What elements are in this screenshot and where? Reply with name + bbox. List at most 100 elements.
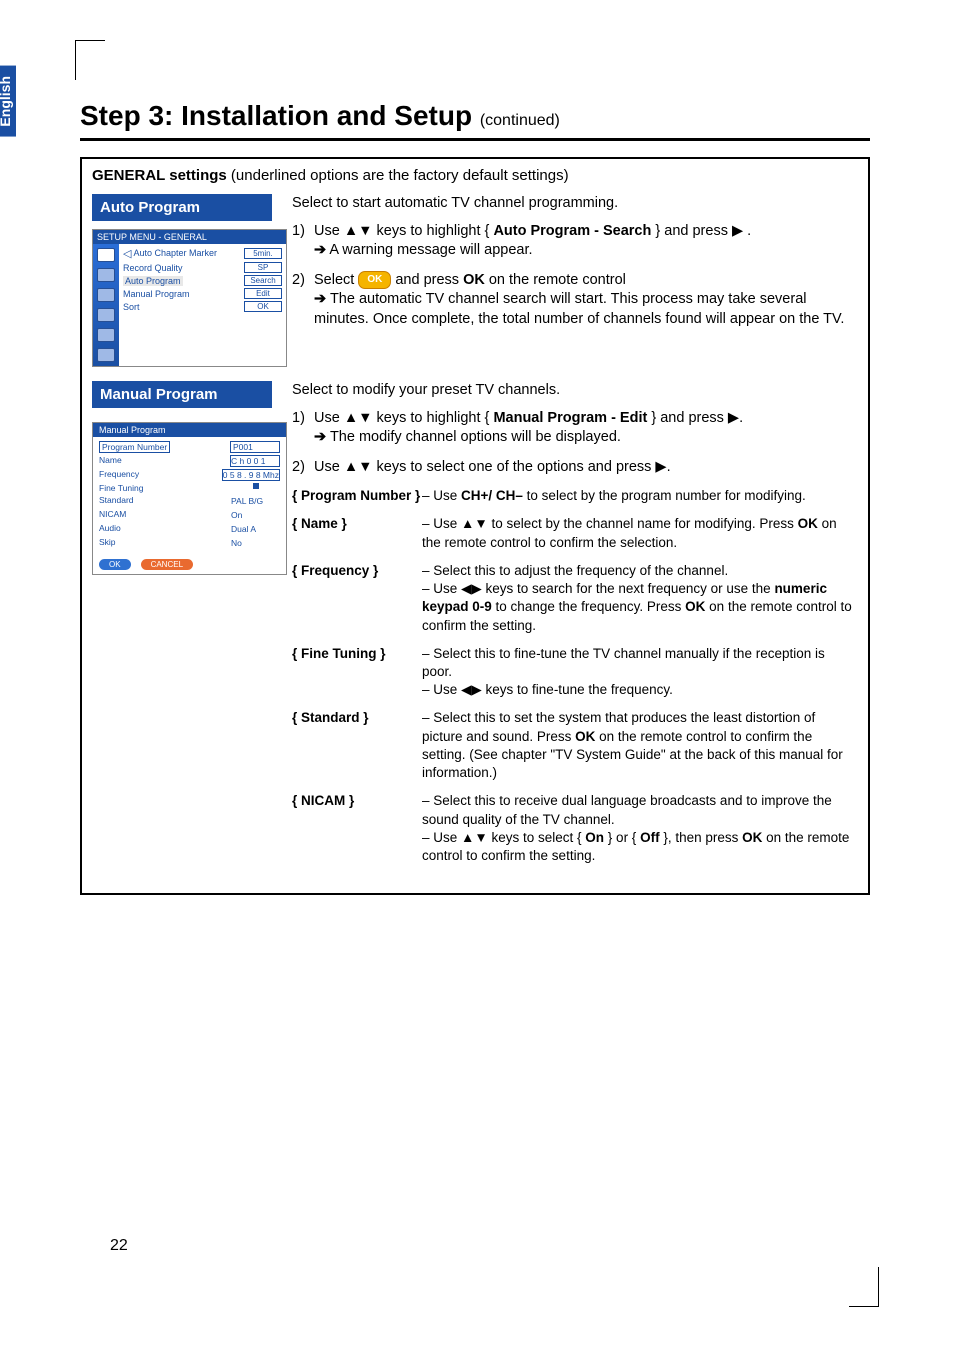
page-number: 22 — [110, 1237, 128, 1255]
dialog-value: Dual A — [230, 523, 280, 535]
text: and press — [391, 272, 463, 288]
text: Use ▲▼ keys to select one of the options… — [314, 458, 671, 478]
title-rule — [80, 138, 870, 141]
manual-program-heading: Manual Program — [92, 381, 272, 408]
arrow-icon: ➔ — [314, 429, 326, 445]
setup-icon — [97, 248, 115, 262]
panel-heading-bold: GENERAL settings — [92, 167, 227, 184]
text: }, then press — [660, 830, 743, 845]
dialog-label: Name — [99, 455, 122, 467]
opt-key: { Frequency } — [292, 563, 378, 578]
manual-program-row: Manual Program Manual Program Program Nu… — [92, 381, 858, 875]
setup-row-label: Manual Program — [123, 289, 190, 299]
page-content: Step 3: Installation and Setup (continue… — [80, 100, 870, 895]
dialog-value: No — [230, 537, 280, 549]
opt-finetuning: { Fine Tuning } – Select this to fine-tu… — [292, 645, 858, 700]
text: – Use ▲▼ to select by the channel name f… — [422, 516, 798, 531]
text: Select — [314, 272, 358, 288]
dialog-value: P001 — [230, 441, 280, 453]
opt-key: { Fine Tuning } — [292, 646, 386, 661]
text: } and press ▶ . — [651, 223, 751, 239]
opt-key: { Standard } — [292, 710, 369, 725]
panel-heading: GENERAL settings (underlined options are… — [92, 167, 858, 184]
text: – Use ◀▶ keys to fine-tune the frequency… — [422, 682, 673, 697]
setup-icon — [97, 288, 115, 302]
text: – Select this to receive dual language b… — [422, 793, 832, 826]
text: The automatic TV channel search will sta… — [314, 291, 844, 327]
text: The modify channel options will be displ… — [330, 429, 621, 445]
text: – Select this to fine-tune the TV channe… — [422, 646, 825, 679]
dialog-value: 0 5 8 . 9 8 Mhz — [222, 469, 280, 481]
text: – Use ◀▶ keys to search for the next fre… — [422, 581, 774, 596]
setup-menu-rows: ◁ Auto Chapter Marker 5min. Record Qualit… — [119, 244, 286, 366]
setup-icon — [97, 348, 115, 362]
ok-button-icon: OK — [358, 271, 391, 289]
setup-icon — [97, 328, 115, 342]
auto-step-2: 2) Select OK and press OK on the remote … — [292, 271, 858, 330]
language-tab: English — [0, 66, 16, 137]
setup-row-value: Edit — [244, 288, 282, 299]
dialog-label: Standard — [99, 495, 134, 507]
text-bold: Manual Program - Edit — [493, 410, 647, 426]
dialog-label: Program Number — [99, 441, 170, 453]
dialog-title: Manual Program — [93, 423, 286, 437]
dialog-label: Skip — [99, 537, 116, 549]
dialog-label: NICAM — [99, 509, 126, 521]
setup-row-label: Record Quality — [123, 263, 183, 273]
setup-row-label: Sort — [123, 302, 140, 312]
text-bold: OK — [685, 599, 705, 614]
text: – Select this to adjust the frequency of… — [422, 563, 728, 578]
setup-row-value: OK — [244, 301, 282, 312]
text-bold: Auto Program - Search — [493, 223, 651, 239]
setup-icon — [97, 308, 115, 322]
manual-program-left: Manual Program Manual Program Program Nu… — [92, 381, 292, 575]
auto-step-1: 1) Use ▲▼ keys to highlight { Auto Progr… — [292, 222, 858, 261]
setup-menu-title: SETUP MENU - GENERAL — [93, 230, 286, 244]
text: to change the frequency. Press — [492, 599, 685, 614]
dialog-value: C h 0 0 1 — [230, 455, 280, 467]
arrow-icon: ➔ — [314, 242, 326, 258]
text: A warning message will appear. — [329, 242, 532, 258]
manual-step-1: 1) Use ▲▼ keys to highlight { Manual Pro… — [292, 409, 858, 448]
setup-menu-mock: SETUP MENU - GENERAL ◁ Auto Chapter Mark… — [92, 229, 287, 367]
text: to select by the program number for modi… — [523, 488, 806, 503]
crop-mark-tl — [75, 40, 105, 80]
opt-key: { Program Number } — [292, 488, 420, 503]
text-bold: OK — [575, 729, 595, 744]
dialog-label: Audio — [99, 523, 121, 535]
text-bold: OK — [798, 516, 818, 531]
options-list: { Program Number } – Use CH+/ CH– to sel… — [292, 487, 858, 865]
dialog-slider — [230, 483, 280, 493]
text-bold: OK — [463, 272, 485, 288]
opt-key: { Name } — [292, 516, 347, 531]
setup-row-value: 5min. — [244, 248, 282, 259]
text-bold: On — [585, 830, 604, 845]
crop-mark-br — [849, 1267, 879, 1307]
setup-row-label: Auto Program — [123, 276, 183, 286]
text: Use ▲▼ keys to highlight { — [314, 410, 493, 426]
setup-row-label: ◁ Auto Chapter Marker — [123, 247, 217, 260]
text: – Use ▲▼ keys to select { — [422, 830, 585, 845]
auto-program-intro: Select to start automatic TV channel pro… — [292, 194, 858, 214]
manual-program-right: Select to modify your preset TV channels… — [292, 381, 858, 875]
auto-program-row: Auto Program SETUP MENU - GENERAL — [92, 194, 858, 367]
setup-row-value: SP — [244, 262, 282, 273]
auto-program-left: Auto Program SETUP MENU - GENERAL — [92, 194, 292, 367]
text: – Use — [422, 488, 461, 503]
settings-panel: GENERAL settings (underlined options are… — [80, 157, 870, 895]
text: on the remote control — [485, 272, 626, 288]
manual-program-intro: Select to modify your preset TV channels… — [292, 381, 858, 401]
dialog-label: Fine Tuning — [99, 483, 143, 493]
opt-prognum: { Program Number } – Use CH+/ CH– to sel… — [292, 487, 858, 505]
title-main: Step 3: Installation and Setup — [80, 100, 480, 131]
text: } and press ▶. — [647, 410, 743, 426]
dialog-label: Frequency — [99, 469, 139, 481]
text-bold: Off — [640, 830, 660, 845]
manual-step-2: 2) Use ▲▼ keys to select one of the opti… — [292, 458, 858, 478]
opt-nicam: { NICAM } – Select this to receive dual … — [292, 792, 858, 865]
dialog-value: PAL B/G — [230, 495, 280, 507]
auto-program-right: Select to start automatic TV channel pro… — [292, 194, 858, 339]
text-bold: OK — [742, 830, 762, 845]
dialog-cancel-button: CANCEL — [141, 559, 193, 570]
auto-program-heading: Auto Program — [92, 194, 272, 221]
